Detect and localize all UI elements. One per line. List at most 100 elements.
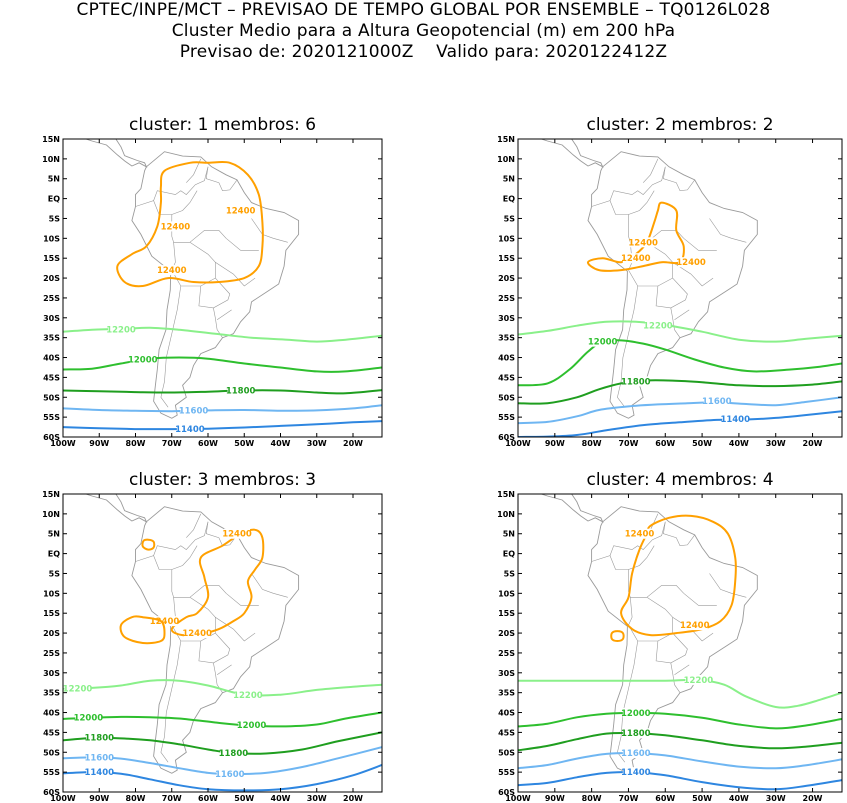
contour-label-12400: 12400 [161, 222, 191, 232]
country-border [225, 593, 259, 606]
country-border [709, 573, 747, 598]
country-border [663, 521, 695, 547]
x-tick-label: 50W [692, 794, 712, 803]
contour-label-12400: 12400 [628, 238, 658, 248]
contour-label-12400: 12400 [680, 621, 710, 631]
contour-label-11600: 11600 [702, 397, 732, 407]
x-tick-label: 90W [545, 794, 565, 803]
contour-label-12200: 12200 [233, 691, 263, 701]
contour-label-12200: 12200 [63, 685, 93, 695]
cluster-1-frame [62, 138, 383, 438]
figure-header: CPTEC/INPE/MCT – PREVISAO DE TEMPO GLOBA… [0, 0, 847, 63]
y-tick-label: 35S [498, 334, 515, 343]
y-tick-label: EQ [48, 195, 60, 204]
country-border [171, 242, 216, 287]
contour-label-12400: 12400 [226, 207, 256, 217]
country-border [189, 585, 227, 598]
contour-label-12000: 12000 [588, 338, 618, 348]
country-border [216, 664, 232, 676]
contour-label-12000: 12000 [74, 714, 104, 724]
x-tick-label: 70W [162, 794, 182, 803]
header-line-2: Cluster Medio para a Altura Geopotencial… [171, 21, 676, 41]
contour-label-11400: 11400 [84, 768, 114, 778]
y-tick-label: 45S [43, 728, 60, 737]
y-tick-label: 30S [498, 314, 515, 323]
y-tick-label: 15N [497, 135, 515, 144]
y-tick-label: 40S [43, 354, 60, 363]
cluster-3-map: 1240012400124001220012200120001200011800… [63, 494, 382, 792]
x-tick-label: 80W [126, 794, 146, 803]
x-tick-label: 90W [545, 439, 565, 448]
contour-label-12400: 12400 [222, 530, 252, 540]
contour-label-bg [158, 265, 185, 276]
y-tick-label: 40S [498, 354, 515, 363]
country-border [186, 513, 202, 538]
contour-label-11600: 11600 [215, 770, 245, 780]
contour-label-bg [227, 205, 254, 216]
contour-label-11800: 11800 [219, 749, 249, 759]
contour-12000 [63, 711, 382, 728]
x-tick-label: 100W [50, 794, 76, 803]
x-tick-label: 30W [307, 439, 327, 448]
x-tick-label: 60W [655, 794, 675, 803]
contour-11600 [518, 751, 842, 770]
country-border [672, 261, 714, 287]
country-border [617, 640, 638, 763]
y-tick-label: 5N [48, 175, 60, 184]
country-border [189, 230, 227, 243]
country-border [670, 662, 681, 693]
contour-label-bg [681, 620, 708, 631]
contour-label-11800: 11800 [621, 729, 651, 739]
contour-12400 [170, 528, 265, 637]
country-border [135, 200, 174, 243]
y-tick-label: 15S [43, 254, 60, 263]
contour-label-bg [630, 237, 657, 248]
y-tick-label: 5N [48, 530, 60, 539]
country-border [655, 277, 688, 309]
y-tick-label: 25S [43, 649, 60, 658]
central-america-coastline [539, 139, 604, 168]
y-tick-label: 55S [498, 413, 515, 422]
y-tick-label: 10N [497, 510, 515, 519]
y-tick-label: 40S [498, 709, 515, 718]
x-tick-label: 100W [505, 794, 531, 803]
country-border [205, 521, 238, 547]
contour-12400 [119, 615, 166, 645]
y-tick-label: 20S [43, 629, 60, 638]
y-tick-label: 50S [498, 748, 515, 757]
cluster-4-title: cluster: 4 membros: 4 [586, 470, 773, 490]
contour-12000 [518, 339, 842, 387]
contour-label-bg [151, 616, 178, 627]
contour-label-bg [108, 324, 134, 335]
contour-12200 [518, 678, 842, 709]
country-border [153, 521, 209, 556]
y-tick-label: 30S [43, 314, 60, 323]
x-tick-label: 40W [271, 794, 291, 803]
country-border [609, 166, 666, 201]
contour-label-bg [220, 748, 247, 759]
central-america-coastline [539, 494, 604, 523]
y-tick-label: 55S [43, 768, 60, 777]
contour-label-bg [227, 385, 254, 396]
y-tick-label: 50S [498, 393, 515, 402]
y-tick-label: 10S [43, 234, 60, 243]
contour-12000 [63, 356, 382, 373]
cluster-4-panel: cluster: 4 membros: 4 12400 12400 12200 1200… [497, 470, 843, 803]
x-tick-label: 30W [766, 794, 786, 803]
contour-label-bg [176, 424, 203, 435]
country-border [205, 166, 238, 192]
y-tick-label: 25S [43, 294, 60, 303]
country-border [591, 555, 631, 598]
country-border [171, 545, 198, 570]
y-tick-label: EQ [503, 550, 515, 559]
contour-label-bg [86, 732, 113, 743]
y-tick-label: EQ [48, 550, 60, 559]
country-border [591, 200, 631, 243]
y-tick-label: 5S [504, 569, 516, 578]
country-border [171, 190, 198, 215]
x-tick-label: 20W [803, 794, 823, 803]
contour-label-bg [75, 712, 102, 723]
country-border [198, 632, 231, 664]
country-border [628, 242, 673, 287]
